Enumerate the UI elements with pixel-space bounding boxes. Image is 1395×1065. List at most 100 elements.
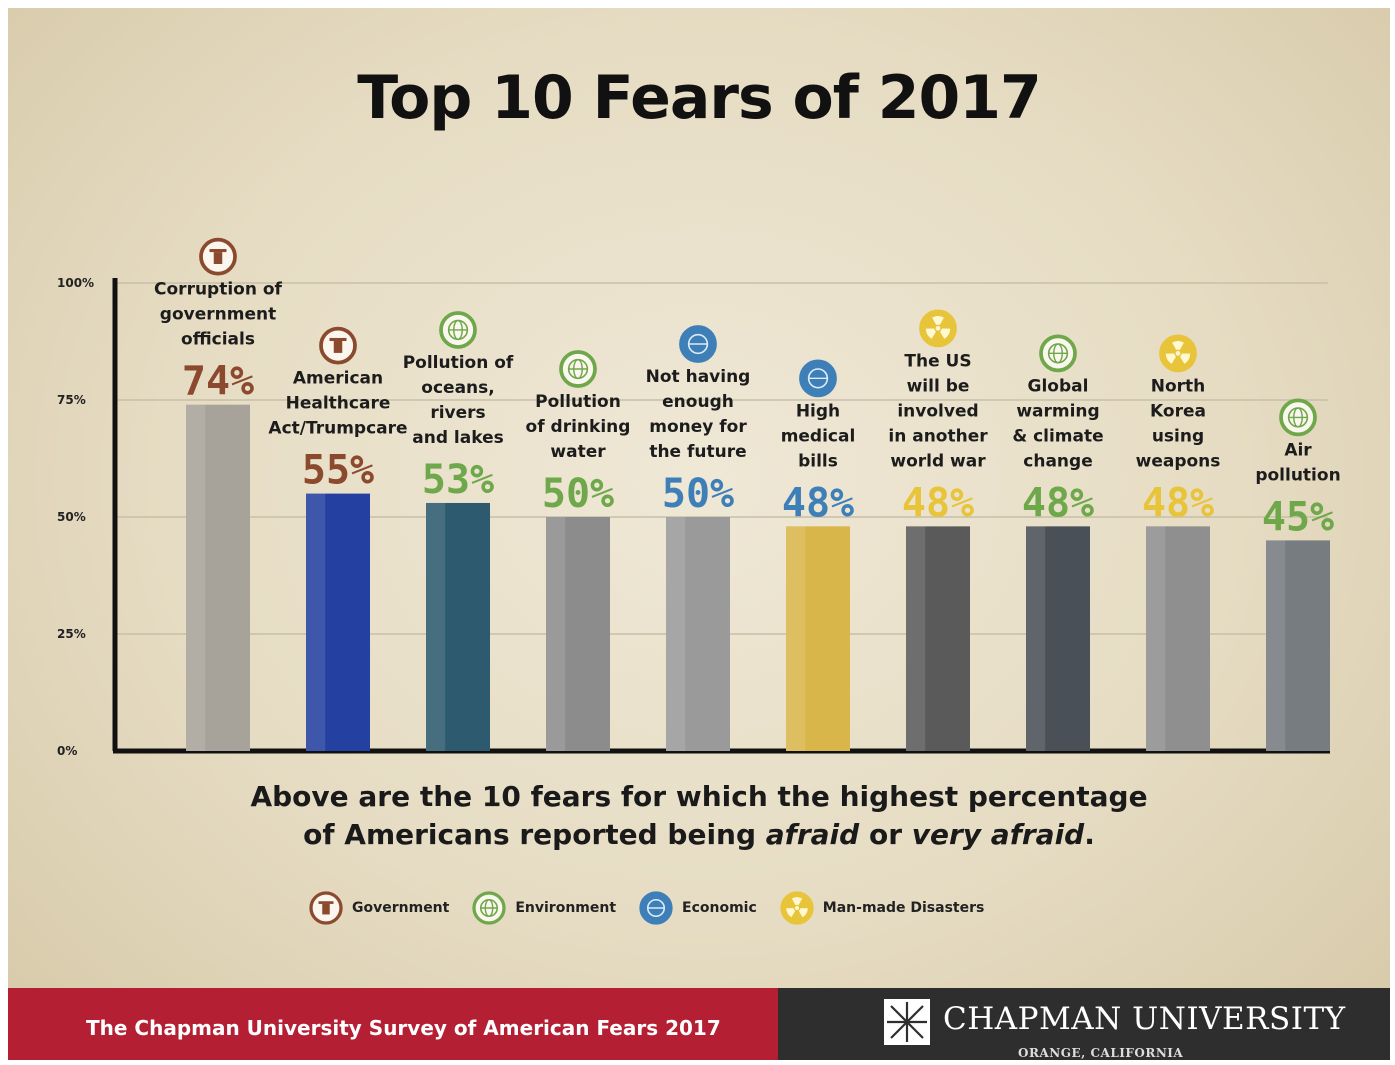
bar bbox=[786, 526, 850, 751]
legend-item: Economic bbox=[638, 890, 757, 926]
category-label: weapons bbox=[1136, 451, 1221, 471]
category-label: pollution bbox=[1255, 465, 1340, 485]
bar-highlight bbox=[306, 493, 326, 751]
y-tick-label: 75% bbox=[57, 393, 86, 407]
legend-label: Economic bbox=[682, 900, 757, 916]
category-label: and lakes bbox=[412, 428, 503, 448]
category-label: oceans, bbox=[421, 378, 494, 398]
globe-icon bbox=[472, 891, 506, 925]
category-label: change bbox=[1023, 451, 1092, 471]
category-label: Act/Trumpcare bbox=[268, 419, 407, 439]
value-label: 45% bbox=[1262, 494, 1334, 540]
category-label: rivers bbox=[430, 403, 485, 423]
radiation-icon bbox=[780, 891, 814, 925]
category-label: water bbox=[550, 442, 606, 462]
chart-caption: Above are the 10 fears for which the hig… bbox=[8, 778, 1390, 854]
category-icon bbox=[1279, 398, 1317, 437]
category-icon bbox=[439, 311, 477, 349]
footer-brand-panel bbox=[778, 988, 1390, 1060]
category-label: in another bbox=[888, 426, 988, 446]
bar bbox=[306, 493, 370, 751]
caption-line-1: Above are the 10 fears for which the hig… bbox=[250, 780, 1148, 813]
footer-banner bbox=[8, 988, 818, 1060]
category-icon bbox=[919, 309, 957, 348]
category-label: bills bbox=[798, 451, 838, 471]
category-label: High bbox=[796, 401, 840, 421]
caption-very-afraid: very afraid bbox=[911, 818, 1085, 851]
category-label: Not having bbox=[646, 367, 751, 387]
bar bbox=[1026, 526, 1090, 751]
category-icon bbox=[679, 325, 717, 363]
category-label: using bbox=[1152, 426, 1204, 446]
legend-item: Man-made Disasters bbox=[779, 890, 985, 926]
y-tick-label: 100% bbox=[57, 276, 94, 290]
radiation-icon bbox=[780, 891, 814, 925]
category-label: officials bbox=[181, 330, 255, 350]
category-label: warming bbox=[1016, 401, 1099, 421]
bar bbox=[906, 526, 970, 751]
value-label: 50% bbox=[662, 471, 734, 517]
value-label: 48% bbox=[902, 480, 974, 526]
category-icon bbox=[199, 237, 237, 276]
bar-highlight bbox=[906, 526, 926, 751]
bar bbox=[186, 404, 250, 751]
legend-label: Government bbox=[352, 900, 450, 916]
category-label: the future bbox=[649, 442, 746, 462]
dollar-globe-icon bbox=[639, 891, 673, 925]
category-label: medical bbox=[781, 426, 856, 446]
category-label: North bbox=[1151, 376, 1206, 396]
caption-line-2: of Americans reported being afraid or ve… bbox=[8, 816, 1390, 854]
category-label: will be bbox=[907, 376, 970, 396]
category-label: involved bbox=[897, 401, 978, 421]
bar bbox=[426, 502, 490, 751]
category-icon bbox=[319, 326, 357, 365]
legend-label: Man-made Disasters bbox=[822, 900, 985, 916]
caption-afraid: afraid bbox=[765, 818, 860, 851]
bar-highlight bbox=[546, 517, 566, 751]
category-label: Global bbox=[1028, 376, 1089, 396]
category-label: American bbox=[293, 369, 383, 389]
y-tick-label: 0% bbox=[57, 744, 77, 758]
category-label: & climate bbox=[1012, 426, 1103, 446]
university-name: CHAPMAN UNIVERSITY bbox=[943, 1001, 1346, 1037]
bar-highlight bbox=[666, 517, 686, 751]
value-label: 50% bbox=[542, 471, 614, 517]
bar bbox=[546, 517, 610, 751]
caption-suffix: . bbox=[1084, 818, 1095, 851]
category-label: world war bbox=[890, 451, 986, 471]
survey-name: The Chapman University Survey of America… bbox=[86, 1016, 721, 1040]
bar bbox=[1146, 526, 1210, 751]
category-label: The US bbox=[904, 351, 971, 371]
category-label: of drinking bbox=[526, 417, 631, 437]
bar-highlight bbox=[1146, 526, 1166, 751]
bar-highlight bbox=[426, 502, 446, 751]
bar bbox=[666, 517, 730, 751]
pillar-icon bbox=[309, 891, 343, 925]
category-label: Corruption of bbox=[154, 280, 283, 300]
bar-highlight bbox=[1266, 540, 1286, 751]
chart-title: Top 10 Fears of 2017 bbox=[357, 63, 1042, 133]
value-label: 55% bbox=[302, 448, 374, 494]
value-label: 48% bbox=[1022, 480, 1094, 526]
category-label: enough bbox=[662, 392, 734, 412]
value-label: 48% bbox=[1142, 480, 1214, 526]
legend: Government Environment Economic Man-made Di… bbox=[308, 890, 984, 926]
category-label: Korea bbox=[1150, 401, 1206, 421]
legend-item: Environment bbox=[471, 890, 616, 926]
caption-prefix: of Americans reported being bbox=[303, 818, 766, 851]
category-label: government bbox=[160, 305, 276, 325]
globe-icon bbox=[472, 891, 506, 925]
category-icon bbox=[559, 350, 597, 388]
chapman-logo-icon bbox=[884, 999, 930, 1045]
bar bbox=[1266, 540, 1330, 751]
category-label: Pollution of bbox=[403, 353, 514, 373]
y-tick-label: 50% bbox=[57, 510, 86, 524]
category-label: Air bbox=[1284, 440, 1312, 460]
category-icon bbox=[1039, 334, 1077, 373]
infographic: Top 10 Fears of 2017 0% 25% 50% 75% 100% 74% C… bbox=[8, 8, 1390, 1060]
university-location: ORANGE, CALIFORNIA bbox=[1018, 1046, 1184, 1060]
dollar-globe-icon bbox=[639, 891, 673, 925]
legend-item: Government bbox=[308, 890, 449, 926]
category-label: Pollution bbox=[535, 392, 621, 412]
category-icon bbox=[1159, 334, 1197, 373]
